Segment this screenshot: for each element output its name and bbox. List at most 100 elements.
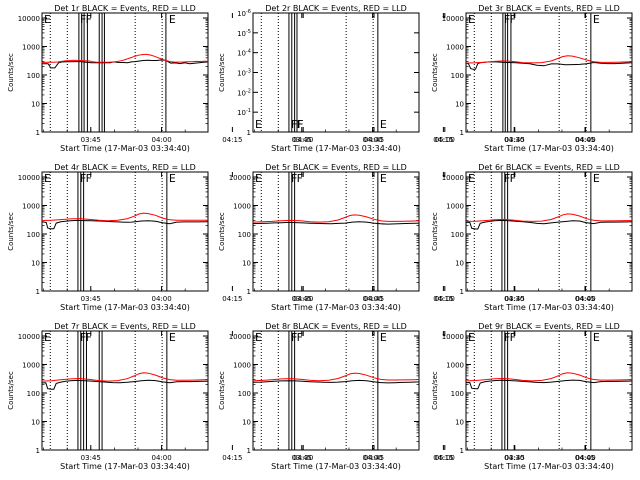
y-tick-label: 1 [36, 447, 40, 455]
x-tick-label: 04:45 [364, 454, 384, 462]
x-tick-label: 03:45 [292, 454, 312, 462]
y-tick-label: 1000 [446, 44, 464, 52]
state-flag-glyph: E [255, 331, 262, 344]
state-flag-glyph: E [169, 172, 176, 185]
y-axis-label: Counts/sec [431, 371, 439, 410]
y-tick-label: 10-1 [237, 108, 251, 117]
y-tick-label: 10 [455, 101, 464, 109]
state-flag-glyph: F [86, 331, 92, 344]
state-flag-glyph: E [44, 172, 51, 185]
y-tick-label: 10-2 [237, 88, 251, 97]
y-tick-label: 1000 [233, 362, 251, 370]
state-flag-glyph: F [80, 331, 86, 344]
events-series-line [466, 219, 633, 230]
state-flag-glyph: F [297, 331, 303, 344]
events-series-line [252, 221, 420, 225]
y-tick-label: 1000 [22, 44, 40, 52]
x-tick-label: 03:45 [505, 454, 525, 462]
x-tick-label: 04:00 [151, 136, 171, 144]
y-tick-label: 10 [455, 419, 464, 427]
y-tick-label: 1 [460, 129, 464, 137]
plot-frame [465, 330, 633, 451]
events-series-line [465, 379, 633, 390]
chart-title: Det 9r BLACK = Events, RED = LLD [478, 322, 620, 331]
y-tick-label: 10000 [18, 333, 40, 341]
y-tick-label: 10000 [18, 174, 40, 182]
events-series-line [252, 379, 420, 384]
x-tick-label: 04:30 [504, 454, 524, 462]
x-tick-label: 04:00 [575, 295, 595, 303]
y-axis-label: Counts/sec [431, 53, 439, 92]
plot-frame [252, 171, 420, 292]
y-tick-label: 100 [451, 231, 464, 239]
plot-frame [41, 12, 209, 133]
x-tick-label: 05:00 [435, 454, 455, 462]
lld-series-line [465, 372, 633, 382]
x-tick-label: 04:00 [151, 454, 171, 462]
x-axis-label: Start Time (17-Mar-03 03:34:40) [271, 462, 401, 471]
x-tick-label: 04:45 [575, 136, 595, 144]
x-axis-label: Start Time (17-Mar-03 03:34:40) [484, 303, 614, 312]
state-flag-glyph: E [468, 331, 475, 344]
x-tick-label: 03:45 [505, 136, 525, 144]
chart-panel: Det 4r BLACK = Events, RED = LLD Counts/s… [7, 163, 455, 312]
x-tick-label: 04:15 [222, 136, 242, 144]
plot-frame [252, 12, 420, 133]
events-series-line [41, 219, 209, 230]
y-tick-label: 10-4 [237, 49, 251, 58]
x-tick-label: 04:45 [364, 136, 384, 144]
plot-frame [465, 171, 633, 292]
y-tick-label: 10 [31, 419, 40, 427]
state-flag-glyph: E [169, 331, 176, 344]
y-tick-label: 10 [242, 419, 251, 427]
y-tick-label: 100 [238, 231, 251, 239]
y-tick-label: 1000 [233, 203, 251, 211]
state-flag-glyph: FF [291, 118, 304, 131]
y-tick-label: 1 [460, 447, 464, 455]
y-tick-label: 1 [247, 288, 251, 296]
events-series-line [466, 61, 633, 70]
state-flag-glyph: E [44, 331, 51, 344]
x-tick-label: 04:00 [362, 454, 382, 462]
y-tick-label: 1000 [22, 203, 40, 211]
y-tick-label: 100 [238, 390, 251, 398]
y-axis-label: Counts/sec [7, 371, 15, 410]
chart-title: Det 1r BLACK = Events, RED = LLD [54, 4, 196, 13]
y-axis-label: Counts/sec [7, 212, 15, 251]
lld-series-line [252, 372, 420, 382]
state-flag-glyph: F [297, 118, 303, 131]
y-axis-label: Counts/sec [218, 53, 226, 92]
state-flag-glyph: E [380, 331, 387, 344]
state-flag-glyph: F [504, 331, 510, 344]
plot-frame [41, 330, 209, 451]
x-tick-label: 04:15 [222, 454, 242, 462]
state-flag-glyph: E [468, 172, 475, 185]
x-tick-label: 04:30 [293, 454, 313, 462]
chart-panel: Det 3r BLACK = Events, RED = LLD Counts/s… [431, 4, 633, 153]
state-flag-glyph: F [80, 172, 86, 185]
x-tick-label: 03:45 [81, 295, 101, 303]
lld-series-line [41, 372, 209, 382]
y-axis-label: Counts/sec [7, 53, 15, 92]
state-flag-glyph: F [80, 13, 86, 26]
chart-panel: Det 9r BLACK = Events, RED = LLD Counts/s… [431, 322, 633, 471]
y-tick-label: 10-5 [237, 29, 251, 38]
x-tick-label: 04:00 [362, 136, 382, 144]
x-axis-label: Start Time (17-Mar-03 03:34:40) [484, 462, 614, 471]
lld-series-line [41, 212, 209, 222]
chart-title: Det 8r BLACK = Events, RED = LLD [265, 322, 407, 331]
y-tick-label: 1000 [446, 362, 464, 370]
y-tick-label: 1 [36, 129, 40, 137]
chart-title: Det 6r BLACK = Events, RED = LLD [478, 163, 620, 172]
state-flag-glyph: E [380, 118, 387, 131]
state-flag-glyph: E [468, 13, 475, 26]
x-tick-label: 04:30 [504, 295, 524, 303]
x-tick-label: 03:45 [81, 454, 101, 462]
y-tick-label: 1 [247, 129, 251, 137]
chart-panel: Det 6r BLACK = Events, RED = LLD Counts/s… [431, 163, 633, 312]
lld-series-line [465, 55, 633, 64]
x-axis-label: Start Time (17-Mar-03 03:34:40) [271, 144, 401, 153]
y-tick-label: 10-6 [237, 9, 251, 18]
y-axis-label: Counts/sec [218, 212, 226, 251]
chart-panel: Det 5r BLACK = Events, RED = LLD Counts/s… [218, 163, 595, 312]
